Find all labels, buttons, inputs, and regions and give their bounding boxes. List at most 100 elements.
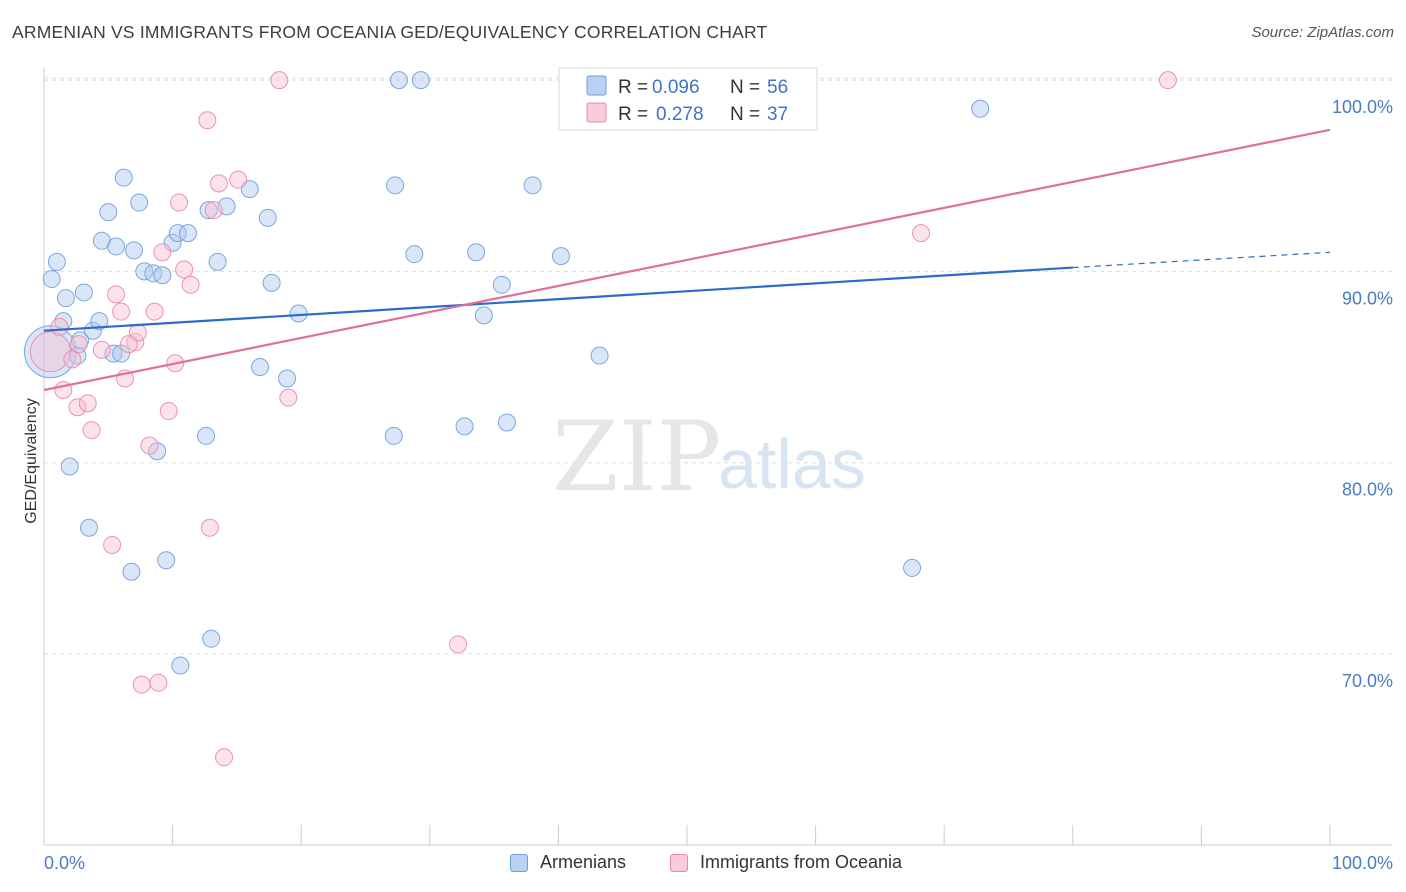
point-armenians-30: [197, 426, 216, 445]
point-oceania-22: [175, 260, 194, 279]
x-tick-label-1: 100.0%: [1332, 853, 1393, 873]
point-armenians-46: [455, 417, 474, 436]
point-armenians-15: [107, 237, 126, 256]
legend-n-value-2: 37: [767, 104, 788, 125]
point-armenians-4: [56, 289, 75, 308]
point-armenians-42: [386, 176, 405, 195]
points-layer: [23, 71, 1177, 767]
legend-r-label-2: R =: [618, 104, 648, 125]
bottom-legend-label-oceania: Immigrants from Oceania: [700, 852, 903, 872]
point-armenians-37: [258, 208, 277, 227]
point-armenians-53: [590, 346, 609, 365]
point-oceania-4: [68, 398, 87, 417]
point-armenians-31: [199, 201, 218, 220]
point-armenians-52: [551, 247, 570, 266]
legend-n-label-1: N =: [730, 77, 760, 98]
legend-n-label-2: N =: [730, 104, 760, 125]
point-oceania-17: [149, 673, 168, 692]
point-armenians-28: [171, 656, 190, 675]
y-tick-label-1: 80.0%: [1342, 480, 1393, 500]
legend-r-value-1: 0.096: [652, 77, 700, 98]
point-armenians-47: [467, 243, 486, 262]
point-oceania-28: [215, 748, 234, 767]
bottom-legend-swatch-oceania: [670, 853, 688, 872]
bottom-legend-item-armenians: Armenians: [510, 852, 626, 873]
point-oceania-35: [119, 335, 138, 354]
legend-swatch-armenians: [586, 75, 607, 96]
legend-swatch-oceania: [586, 102, 607, 123]
point-armenians-29: [179, 224, 198, 243]
point-armenians-21: [135, 262, 154, 281]
point-armenians-16: [112, 344, 131, 363]
point-oceania-0: [29, 331, 71, 373]
point-armenians-50: [497, 413, 516, 432]
point-oceania-3: [63, 350, 82, 369]
point-oceania-9: [107, 285, 126, 304]
point-oceania-10: [112, 302, 131, 321]
point-oceania-29: [229, 170, 248, 189]
point-armenians-33: [208, 252, 227, 271]
point-oceania-25: [200, 518, 219, 537]
trend-line-armenians: [43, 266, 1073, 332]
point-armenians-2: [47, 252, 66, 271]
point-armenians-49: [492, 275, 511, 294]
point-armenians-55: [971, 99, 990, 118]
bottom-legend-label-armenians: Armenians: [540, 852, 627, 872]
point-armenians-25: [157, 551, 176, 570]
bottom-legend-item-oceania: Immigrants from Oceania: [670, 852, 902, 873]
legend-r-value-2: 0.278: [656, 104, 704, 125]
point-oceania-5: [78, 394, 97, 413]
trend-line-extension-armenians: [1072, 251, 1331, 269]
point-armenians-40: [289, 304, 308, 323]
point-oceania-21: [170, 193, 189, 212]
x-tick-label-0: 0.0%: [44, 853, 85, 873]
point-oceania-30: [270, 71, 289, 90]
watermark-zip: ZIP: [552, 401, 721, 513]
point-oceania-7: [92, 340, 111, 359]
point-armenians-24: [153, 266, 172, 285]
point-oceania-8: [103, 535, 122, 554]
point-armenians-22: [144, 264, 163, 283]
point-armenians-35: [240, 180, 259, 199]
point-armenians-17: [114, 168, 133, 187]
point-oceania-32: [449, 635, 468, 654]
point-armenians-1: [42, 270, 61, 289]
point-oceania-26: [204, 201, 223, 220]
y-axis-label: GED/Equivalency: [23, 398, 40, 523]
point-armenians-39: [278, 369, 297, 388]
y-tick-label-3: 100.0%: [1332, 97, 1393, 117]
legend-n-value-1: 56: [767, 77, 788, 98]
point-armenians-14: [104, 344, 123, 363]
y-tick-label-2: 90.0%: [1342, 288, 1393, 308]
point-armenians-32: [202, 629, 221, 648]
source-label: Source: ZipAtlas.com: [1251, 24, 1394, 41]
point-oceania-36: [69, 335, 88, 354]
point-armenians-19: [125, 241, 144, 260]
point-armenians-20: [130, 193, 149, 212]
axis-layer: 70.0% 80.0% 90.0% 100.0% 0.0% 100.0%: [43, 68, 1393, 873]
point-oceania-16: [145, 302, 164, 321]
point-oceania-1: [50, 317, 69, 336]
point-armenians-45: [411, 71, 430, 90]
trend-line-oceania: [43, 128, 1331, 392]
point-oceania-14: [132, 675, 151, 694]
watermark-atlas: atlas: [718, 425, 866, 503]
chart-title: ARMENIAN VS IMMIGRANTS FROM OCEANIA GED/…: [12, 22, 768, 42]
point-oceania-24: [198, 111, 217, 130]
point-armenians-48: [474, 306, 493, 325]
point-armenians-36: [251, 358, 270, 377]
point-oceania-31: [279, 388, 298, 407]
point-armenians-18: [122, 562, 141, 581]
point-armenians-13: [99, 203, 118, 222]
point-oceania-15: [140, 436, 159, 455]
legend-r-label-1: R =: [618, 77, 648, 98]
legend-box: R = 0.096 N = 56 R = 0.278 N = 37: [558, 67, 818, 131]
point-oceania-19: [159, 402, 178, 421]
point-oceania-23: [181, 275, 200, 294]
point-oceania-18: [153, 243, 172, 262]
point-armenians-11: [90, 312, 109, 331]
point-oceania-6: [82, 421, 101, 440]
point-armenians-44: [405, 245, 424, 264]
point-armenians-41: [384, 426, 403, 445]
